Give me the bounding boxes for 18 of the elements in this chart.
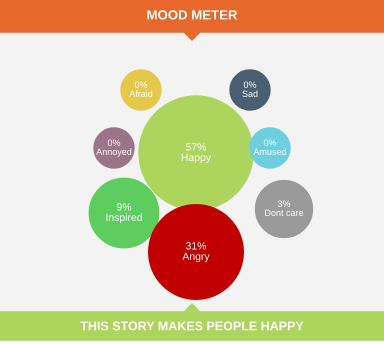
category-label: Amused: [253, 148, 286, 155]
text: MOOD METER: [147, 10, 238, 20]
category-label: Sad: [242, 90, 258, 97]
data-label: 0%: [244, 81, 256, 88]
data-label: 0%: [264, 139, 276, 146]
data-label: 0%: [108, 139, 120, 146]
text: THIS STORY MAKES PEOPLE HAPPY: [80, 322, 304, 330]
data-label: 3%: [278, 200, 290, 207]
category-label: Dont care: [265, 210, 304, 216]
data-label: 57%: [186, 143, 206, 151]
category-label: Angry: [182, 252, 210, 262]
category-label: Annoyed: [96, 148, 132, 157]
data-label: 31%: [186, 242, 206, 250]
category-label: Afraid: [129, 90, 152, 97]
category-label: Inspired: [106, 213, 142, 224]
category-label: Happy: [182, 154, 212, 164]
data-label: 0%: [134, 81, 148, 88]
data-label: 9%: [116, 203, 132, 211]
